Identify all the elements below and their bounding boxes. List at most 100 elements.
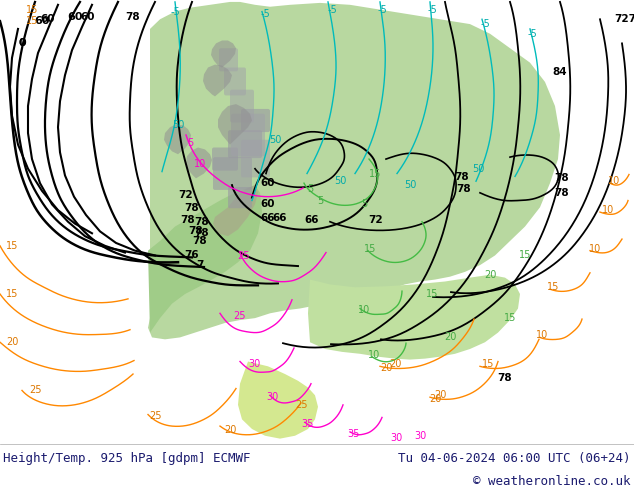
Text: 30: 30 (248, 359, 260, 369)
Text: 78: 78 (184, 203, 199, 213)
Text: 50: 50 (269, 135, 281, 145)
Polygon shape (148, 2, 560, 340)
Polygon shape (213, 185, 258, 236)
Text: 25: 25 (295, 400, 308, 410)
Text: © weatheronline.co.uk: © weatheronline.co.uk (474, 475, 631, 488)
Text: 50: 50 (404, 180, 416, 190)
Text: 20: 20 (6, 337, 18, 347)
FancyBboxPatch shape (241, 109, 270, 132)
Text: 78: 78 (555, 188, 569, 198)
Text: 50: 50 (334, 176, 346, 186)
Text: Tu 04-06-2024 06:00 UTC (06+24): Tu 04-06-2024 06:00 UTC (06+24) (398, 452, 631, 465)
Text: 78: 78 (195, 217, 209, 227)
Text: -5: -5 (527, 29, 537, 39)
Text: 10: 10 (589, 244, 601, 254)
Text: 60: 60 (81, 12, 95, 23)
Text: 0: 0 (18, 38, 25, 49)
Polygon shape (164, 124, 191, 154)
Text: 78: 78 (181, 215, 195, 225)
Text: 5: 5 (307, 184, 313, 194)
Text: 30: 30 (414, 431, 426, 441)
Text: 20: 20 (429, 394, 441, 404)
Polygon shape (203, 65, 232, 97)
Text: 20: 20 (434, 390, 446, 400)
Text: -5: -5 (377, 4, 387, 15)
FancyBboxPatch shape (231, 114, 265, 156)
Text: 15: 15 (26, 16, 38, 26)
Text: Height/Temp. 925 hPa [gdpm] ECMWF: Height/Temp. 925 hPa [gdpm] ECMWF (3, 452, 250, 465)
Text: 78: 78 (126, 12, 140, 23)
Text: 20: 20 (444, 332, 456, 343)
Text: -5: -5 (327, 4, 337, 15)
Text: 35: 35 (347, 429, 359, 439)
Text: 10: 10 (368, 350, 380, 360)
Text: 25: 25 (149, 412, 161, 421)
FancyBboxPatch shape (213, 157, 252, 190)
Text: 20: 20 (224, 425, 236, 435)
Text: 5: 5 (187, 138, 193, 147)
Text: 30: 30 (390, 433, 402, 442)
FancyBboxPatch shape (219, 48, 238, 72)
Text: 15: 15 (26, 4, 38, 15)
Text: -5: -5 (480, 19, 490, 29)
Text: 15: 15 (519, 250, 531, 261)
Text: 60: 60 (261, 178, 275, 188)
Text: 50: 50 (472, 164, 484, 173)
Text: 60: 60 (261, 199, 275, 209)
Text: 15: 15 (6, 289, 18, 299)
Text: 78: 78 (455, 172, 469, 182)
Text: 7: 7 (197, 260, 204, 270)
Polygon shape (238, 362, 318, 439)
FancyBboxPatch shape (224, 68, 246, 96)
Text: 72: 72 (369, 215, 384, 225)
Text: 78: 78 (189, 226, 204, 236)
Text: 15: 15 (482, 359, 494, 369)
Text: 30: 30 (266, 392, 278, 402)
Text: 20: 20 (380, 363, 392, 373)
Text: 15: 15 (6, 241, 18, 251)
Text: 78: 78 (195, 228, 209, 238)
Text: 15: 15 (547, 282, 559, 292)
Polygon shape (308, 275, 520, 360)
Text: 60: 60 (67, 12, 83, 23)
Text: 66: 66 (305, 215, 320, 225)
Text: 10: 10 (536, 330, 548, 341)
FancyBboxPatch shape (228, 130, 262, 158)
Text: 78: 78 (555, 173, 569, 183)
Text: 66: 66 (261, 213, 275, 223)
Text: 60: 60 (34, 16, 49, 26)
Text: 5: 5 (361, 199, 367, 209)
Text: 20: 20 (389, 359, 401, 369)
FancyBboxPatch shape (241, 140, 270, 177)
Text: 35: 35 (302, 419, 314, 429)
Text: 25: 25 (238, 251, 250, 262)
Polygon shape (148, 185, 262, 333)
FancyBboxPatch shape (228, 187, 252, 208)
FancyBboxPatch shape (230, 90, 254, 122)
Text: 84: 84 (553, 67, 567, 77)
Text: 10: 10 (358, 305, 370, 316)
Text: 78: 78 (193, 236, 207, 246)
Text: 72: 72 (179, 190, 193, 200)
Text: 15: 15 (369, 169, 381, 178)
Text: 727: 727 (614, 14, 634, 24)
Text: 76: 76 (184, 249, 199, 260)
Text: -5: -5 (170, 6, 180, 17)
Text: 10: 10 (194, 159, 206, 169)
Polygon shape (211, 41, 236, 68)
Text: 78: 78 (498, 373, 512, 383)
Text: 78: 78 (456, 184, 471, 194)
Text: 25: 25 (234, 311, 246, 321)
Text: 5: 5 (317, 196, 323, 205)
Text: -5: -5 (427, 4, 437, 15)
Text: 60: 60 (41, 14, 55, 24)
Text: 66: 66 (273, 213, 287, 223)
FancyBboxPatch shape (212, 147, 238, 171)
Text: 20: 20 (484, 270, 496, 280)
Text: -5: -5 (260, 9, 270, 20)
Text: 15: 15 (504, 313, 516, 323)
Polygon shape (186, 147, 212, 178)
Polygon shape (218, 104, 252, 145)
Text: 10: 10 (602, 205, 614, 215)
Text: 50: 50 (172, 121, 184, 130)
